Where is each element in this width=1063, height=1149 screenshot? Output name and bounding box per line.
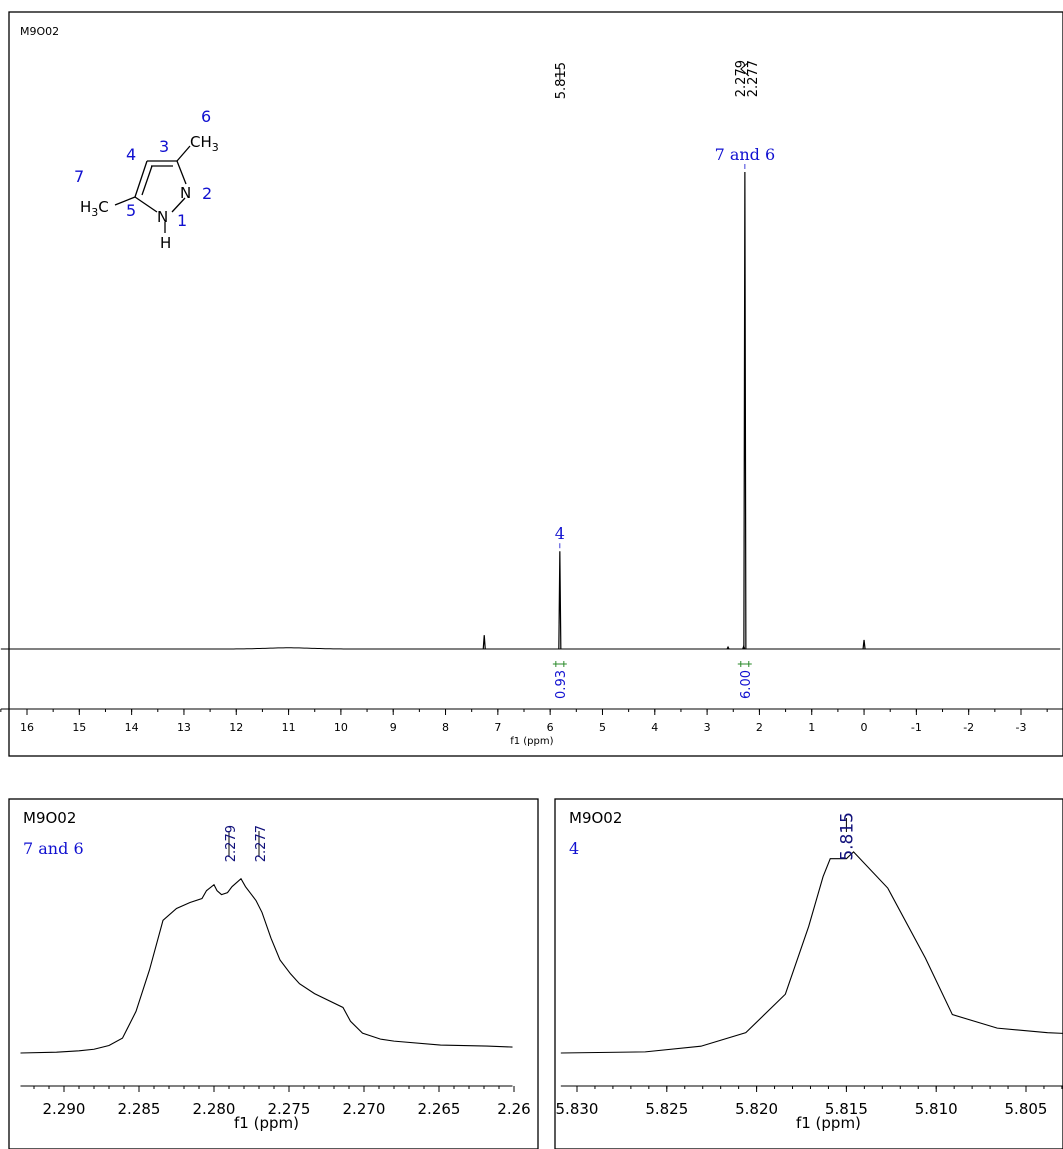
main-sample-label: M9O02: [20, 25, 59, 38]
bond-c3-ch3: [176, 145, 191, 162]
tick-label: 5.810: [915, 1100, 958, 1118]
tick-label: 0: [861, 721, 868, 734]
zoom-peak-pick-label: 2.279: [224, 825, 239, 862]
atom-n2: N: [180, 184, 191, 202]
bond-n1-n2: [171, 197, 186, 213]
atom-n1: N: [157, 208, 168, 226]
number-6: 6: [201, 107, 211, 126]
tick-label: 5.830: [556, 1100, 599, 1118]
number-1: 1: [177, 211, 187, 230]
number-5: 5: [126, 201, 136, 220]
tick-label: 8: [442, 721, 449, 734]
main-peak: [862, 639, 866, 650]
main-peak: [482, 635, 486, 650]
tick-label: 1: [808, 721, 815, 734]
peak-pick-label: 2.279: [734, 60, 749, 97]
assignment-label: 7 and 6: [715, 145, 776, 164]
tick-label: 2: [756, 721, 763, 734]
main-baseline: [0, 647, 1061, 650]
structure-diagram: [114, 145, 191, 233]
tick-label: 2.265: [418, 1100, 461, 1118]
tick-label: 3: [704, 721, 711, 734]
zoom-sample-label: M9O02: [23, 809, 76, 827]
bond-c5-ch3: [114, 196, 136, 206]
structure-numbers: 6 4 3 7 2 5 1: [74, 107, 212, 230]
tick-label: 9: [390, 721, 397, 734]
tick-label: 7: [494, 721, 501, 734]
tick-label: 5.815: [825, 1100, 868, 1118]
peak-pick-bracket: [740, 61, 750, 77]
tick-label: 4: [651, 721, 658, 734]
number-4: 4: [126, 145, 136, 164]
zoom-right-layer: M9O02 4 5.815 5.830 5.825 5.820 5.815 5.810 5.80…: [554, 798, 1063, 1149]
tick-label: 2.26: [497, 1100, 530, 1118]
tick-label: 2.275: [268, 1100, 311, 1118]
tick-label: -2: [963, 721, 974, 734]
tick-label: 5.825: [645, 1100, 688, 1118]
zoom-peak-pick-label: 2.277: [254, 825, 269, 862]
x-axis-title: f1 (ppm): [510, 736, 553, 747]
zoom-spectrum-line: [560, 851, 1063, 1054]
structure-atoms: CH3 N N H H3C: [80, 133, 219, 252]
integral-value: 0.93: [554, 670, 569, 699]
zoom-panel-frame: [8, 798, 539, 1149]
tick-label: -1: [911, 721, 922, 734]
tick-label: 11: [282, 721, 296, 734]
tick-label: -3: [1016, 721, 1027, 734]
bond-c4-c5: [134, 160, 148, 198]
zoom-peak-pick-label: 5.815: [837, 812, 857, 861]
bond-c4-c5-inner: [141, 165, 153, 196]
bond-c5-n1: [134, 196, 158, 213]
tick-label: 15: [72, 721, 86, 734]
atom-ch3-top: CH3: [190, 133, 219, 154]
assignment-label: 4: [555, 524, 565, 543]
tick-label: 5: [599, 721, 606, 734]
peak-pick-label: 2.277: [746, 60, 761, 97]
tick-label: 5.805: [1005, 1100, 1048, 1118]
tick-label: 5.820: [735, 1100, 778, 1118]
zoom-left-layer: M9O02 7 and 6 2.279 2.277 2.290 2.285 2.280 2.2…: [8, 798, 539, 1149]
tick-label: 14: [125, 721, 139, 734]
integral-value: 6.00: [739, 670, 754, 699]
main-peak: [558, 551, 562, 650]
number-3: 3: [159, 137, 169, 156]
x-axis-title: f1 (ppm): [234, 1114, 299, 1132]
tick-label: 2.285: [118, 1100, 161, 1118]
main-peak: [726, 645, 730, 650]
tick-label: 13: [177, 721, 191, 734]
main-peak: [742, 644, 746, 650]
zoom-assignment-label: 4: [569, 839, 579, 858]
zoom-spectrum-line: [20, 877, 513, 1054]
tick-label: 12: [229, 721, 243, 734]
zoom-sample-label: M9O02: [569, 809, 622, 827]
zoom-assignment-label: 7 and 6: [23, 839, 84, 858]
atom-h3c-left: H3C: [80, 198, 109, 219]
number-2: 2: [202, 184, 212, 203]
main-panel-frame: [8, 11, 1063, 757]
tick-label: 2.290: [43, 1100, 86, 1118]
main-peak: [743, 171, 747, 650]
number-7: 7: [74, 167, 84, 186]
tick-label: 10: [334, 721, 348, 734]
tick-label: 16: [20, 721, 34, 734]
zoom-panel-frame: [554, 798, 1063, 1149]
peak-pick-label: 5.815: [554, 62, 569, 99]
tick-label: 2.280: [193, 1100, 236, 1118]
tick-label: 2.270: [343, 1100, 386, 1118]
tick-label: 6: [547, 721, 554, 734]
bond-c3-n2: [176, 160, 187, 185]
atom-h: H: [160, 234, 171, 252]
x-axis-title: f1 (ppm): [796, 1114, 861, 1132]
